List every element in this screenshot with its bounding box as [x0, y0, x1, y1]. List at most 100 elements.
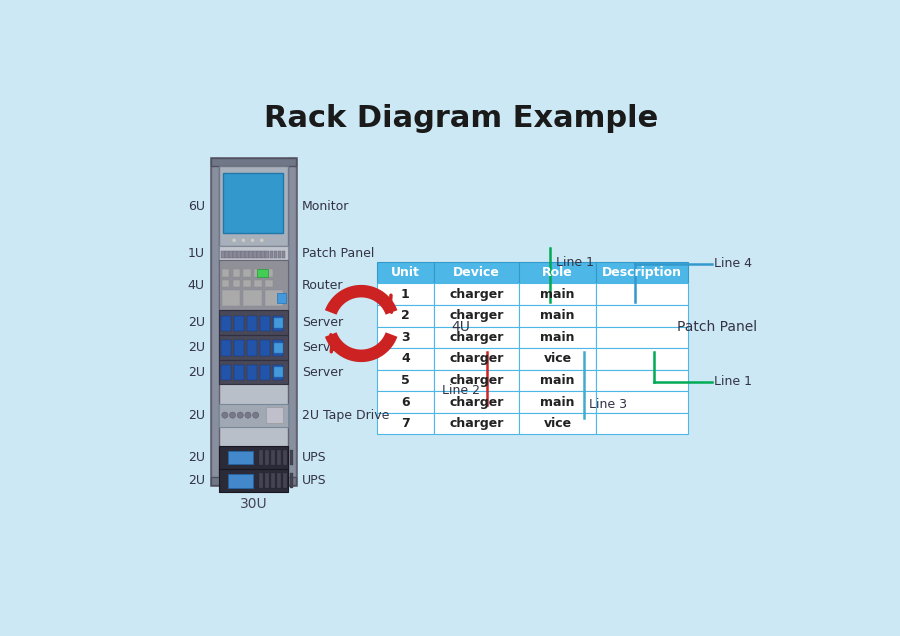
Bar: [519, 370, 596, 391]
Bar: [491, 308, 500, 318]
Circle shape: [245, 412, 251, 418]
Bar: [596, 262, 688, 284]
Bar: [376, 391, 435, 413]
Bar: [274, 340, 284, 356]
Text: charger: charger: [449, 374, 504, 387]
Bar: [249, 251, 253, 258]
Text: charger: charger: [449, 417, 504, 430]
Bar: [211, 158, 296, 165]
Text: Server: Server: [302, 316, 343, 329]
Bar: [266, 251, 269, 258]
Bar: [221, 365, 231, 380]
Bar: [484, 302, 670, 352]
Bar: [523, 308, 532, 318]
Bar: [376, 326, 435, 348]
Bar: [232, 269, 240, 277]
Bar: [277, 450, 281, 465]
Bar: [435, 413, 519, 434]
Text: main: main: [540, 396, 575, 408]
Bar: [248, 316, 257, 331]
Bar: [234, 365, 244, 380]
Text: Server: Server: [302, 366, 343, 378]
Bar: [620, 308, 629, 318]
Bar: [631, 308, 640, 318]
Bar: [271, 473, 274, 488]
Bar: [228, 450, 253, 464]
Text: Description: Description: [602, 266, 682, 279]
Bar: [435, 391, 519, 413]
Bar: [221, 251, 225, 258]
Text: charger: charger: [449, 287, 504, 301]
Bar: [290, 450, 293, 465]
Text: main: main: [540, 331, 575, 344]
Bar: [596, 305, 688, 326]
Bar: [254, 269, 262, 277]
Bar: [221, 269, 230, 277]
Bar: [555, 308, 564, 318]
Circle shape: [621, 341, 628, 349]
Circle shape: [632, 341, 639, 349]
Bar: [258, 473, 263, 488]
Bar: [284, 473, 287, 488]
Bar: [435, 326, 519, 348]
Bar: [219, 335, 288, 360]
Bar: [243, 269, 251, 277]
Circle shape: [221, 412, 228, 418]
Bar: [274, 316, 284, 331]
Bar: [238, 251, 241, 258]
Text: Line 4: Line 4: [714, 258, 752, 270]
Bar: [376, 284, 435, 305]
Bar: [265, 450, 269, 465]
Bar: [211, 158, 219, 485]
Text: 2U: 2U: [188, 408, 205, 422]
Bar: [435, 262, 519, 284]
Text: Monitor: Monitor: [302, 200, 349, 212]
Bar: [277, 293, 286, 303]
Bar: [265, 473, 269, 488]
Bar: [609, 308, 618, 318]
Bar: [596, 348, 688, 370]
Bar: [228, 474, 253, 488]
Text: main: main: [540, 287, 575, 301]
Bar: [258, 450, 263, 465]
Text: 5: 5: [401, 374, 410, 387]
Bar: [376, 305, 435, 326]
Bar: [223, 174, 284, 233]
Circle shape: [535, 341, 542, 349]
Text: charger: charger: [449, 331, 504, 344]
Bar: [274, 318, 284, 328]
Text: 1U: 1U: [188, 247, 205, 260]
Bar: [274, 251, 277, 258]
Text: 2U Tape Drive: 2U Tape Drive: [302, 408, 389, 422]
Circle shape: [578, 341, 585, 349]
Bar: [519, 305, 596, 326]
Bar: [260, 365, 270, 380]
Bar: [265, 269, 273, 277]
Text: Patch Panel: Patch Panel: [302, 247, 374, 260]
Text: vice: vice: [544, 417, 572, 430]
Bar: [248, 365, 257, 380]
Text: 6: 6: [401, 396, 410, 408]
Bar: [211, 478, 296, 485]
Circle shape: [241, 238, 246, 243]
Circle shape: [230, 412, 236, 418]
Bar: [376, 262, 435, 284]
Text: 30U: 30U: [239, 497, 267, 511]
Text: UPS: UPS: [302, 474, 327, 487]
Text: Role: Role: [542, 266, 573, 279]
Bar: [519, 348, 596, 370]
Text: Line 2: Line 2: [443, 384, 481, 398]
Bar: [596, 284, 688, 305]
Bar: [435, 305, 519, 326]
Text: Patch Panel: Patch Panel: [677, 321, 757, 335]
Bar: [246, 251, 249, 258]
Circle shape: [556, 341, 563, 349]
Circle shape: [253, 412, 258, 418]
Bar: [376, 370, 435, 391]
Text: Line 3: Line 3: [590, 398, 627, 411]
Bar: [577, 308, 586, 318]
Bar: [261, 251, 266, 258]
Bar: [282, 251, 285, 258]
Text: Server: Server: [302, 341, 343, 354]
Bar: [260, 316, 270, 331]
